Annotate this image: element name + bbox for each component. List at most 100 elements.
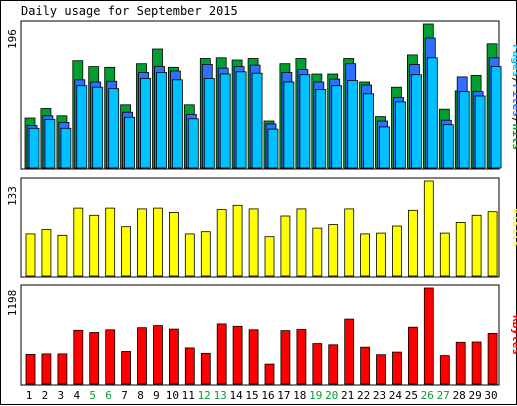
x-tick-label-day-19: 19 <box>309 389 322 402</box>
x-tick-label-day-6: 6 <box>105 389 112 402</box>
bar-pages-day-17 <box>283 81 295 169</box>
bar-pages-day-4 <box>76 85 88 169</box>
bar-kbytes-day-14 <box>232 325 243 385</box>
x-tick-label-day-17: 17 <box>277 389 290 402</box>
x-tick-label-day-26: 26 <box>421 389 434 402</box>
bar-kbytes-day-5 <box>89 332 100 385</box>
bar-pages-day-11 <box>187 118 199 169</box>
bar-kbytes-day-13 <box>216 323 227 385</box>
ymax-label-kbytes: 1198 <box>6 290 19 317</box>
bar-visits-day-17 <box>280 215 291 277</box>
bar-kbytes-day-17 <box>280 330 291 385</box>
bar-kbytes-day-24 <box>392 351 402 385</box>
x-tick-label-day-12: 12 <box>198 389 211 402</box>
bar-visits-day-27 <box>439 232 450 277</box>
bar-visits-day-5 <box>89 214 100 277</box>
bar-pages-day-16 <box>267 128 279 169</box>
x-tick-label-day-3: 3 <box>57 389 64 402</box>
x-tick-label-day-16: 16 <box>261 389 274 402</box>
bar-visits-day-21 <box>344 208 355 277</box>
bar-visits-day-20 <box>328 224 339 277</box>
bar-visits-day-23 <box>376 232 386 277</box>
bar-kbytes-day-7 <box>121 351 131 385</box>
bar-kbytes-day-12 <box>200 352 211 385</box>
bar-visits-day-8 <box>137 208 147 277</box>
ymax-label-visits: 133 <box>6 186 19 206</box>
bar-pages-day-24 <box>395 101 406 169</box>
bar-visits-day-15 <box>248 208 259 277</box>
bar-kbytes-day-16 <box>264 363 275 385</box>
bar-pages-day-27 <box>442 124 454 169</box>
bar-kbytes-day-25 <box>407 326 418 385</box>
bar-pages-day-23 <box>379 126 390 169</box>
panel-frame-kbytes <box>20 284 500 386</box>
bar-kbytes-day-27 <box>439 355 450 385</box>
panel-frame-visits <box>20 177 500 278</box>
bar-kbytes-day-11 <box>184 347 195 385</box>
bar-visits-day-4 <box>73 207 84 277</box>
bar-kbytes-day-21 <box>344 318 355 385</box>
bar-visits-day-22 <box>360 233 371 277</box>
bar-visits-day-14 <box>232 204 243 277</box>
bar-pages-day-3 <box>60 127 72 169</box>
bar-visits-day-9 <box>153 207 163 277</box>
bar-kbytes-day-10 <box>168 328 179 385</box>
bar-pages-day-15 <box>251 72 263 169</box>
ymax-label-pages-files-hits: 196 <box>6 29 19 49</box>
bar-visits-day-11 <box>184 233 195 277</box>
bar-pages-day-26 <box>426 57 438 169</box>
bar-visits-day-26 <box>423 180 434 277</box>
x-tick-label-day-11: 11 <box>182 389 195 402</box>
bar-kbytes-day-15 <box>248 329 259 385</box>
bar-kbytes-day-6 <box>105 329 116 385</box>
x-tick-label-day-9: 9 <box>153 389 160 402</box>
bar-kbytes-day-19 <box>312 343 323 385</box>
bar-pages-day-2 <box>44 119 56 169</box>
bar-visits-day-30 <box>487 211 498 277</box>
x-tick-label-day-30: 30 <box>484 389 497 402</box>
bar-kbytes-day-4 <box>73 329 84 385</box>
bar-pages-day-13 <box>219 73 231 169</box>
bar-kbytes-day-3 <box>57 353 68 385</box>
bar-visits-day-13 <box>216 209 227 277</box>
bar-kbytes-day-2 <box>41 353 52 385</box>
bar-kbytes-day-20 <box>328 344 339 385</box>
x-tick-label-day-7: 7 <box>121 389 128 402</box>
bar-visits-day-3 <box>57 234 68 277</box>
bar-pages-day-25 <box>410 74 422 169</box>
bar-visits-day-1 <box>25 233 36 277</box>
x-tick-label-day-20: 20 <box>325 389 338 402</box>
bar-pages-day-8 <box>140 78 151 169</box>
bar-pages-day-1 <box>28 127 40 169</box>
bar-pages-day-9 <box>156 72 167 169</box>
bar-visits-day-18 <box>296 208 307 277</box>
bar-kbytes-day-1 <box>25 353 36 385</box>
bar-visits-day-25 <box>407 209 418 277</box>
x-tick-label-day-22: 22 <box>357 389 370 402</box>
x-tick-label-day-18: 18 <box>293 389 306 402</box>
x-tick-label-day-1: 1 <box>26 389 33 402</box>
x-tick-label-day-27: 27 <box>437 389 450 402</box>
bar-kbytes-day-22 <box>360 346 371 385</box>
bar-kbytes-day-23 <box>376 354 386 385</box>
x-tick-label-day-13: 13 <box>214 389 227 402</box>
bar-kbytes-day-29 <box>471 341 482 385</box>
x-tick-label-day-23: 23 <box>373 389 386 402</box>
legend-visits: Visits <box>510 208 517 248</box>
bar-kbytes-day-30 <box>487 332 498 385</box>
legend-kbytes: KBytes <box>510 315 517 355</box>
bar-pages-day-21 <box>347 80 359 169</box>
x-tick-label-day-4: 4 <box>73 389 80 402</box>
bar-pages-day-12 <box>203 78 215 169</box>
x-tick-label-day-14: 14 <box>229 389 243 402</box>
bar-pages-day-6 <box>108 88 120 169</box>
bar-visits-day-24 <box>392 225 402 277</box>
bar-visits-day-6 <box>105 207 116 277</box>
bar-pages-day-10 <box>171 79 183 169</box>
x-tick-label-day-8: 8 <box>137 389 144 402</box>
bar-kbytes-day-28 <box>455 341 466 385</box>
bar-pages-day-14 <box>235 71 247 169</box>
x-tick-label-day-29: 29 <box>468 389 481 402</box>
